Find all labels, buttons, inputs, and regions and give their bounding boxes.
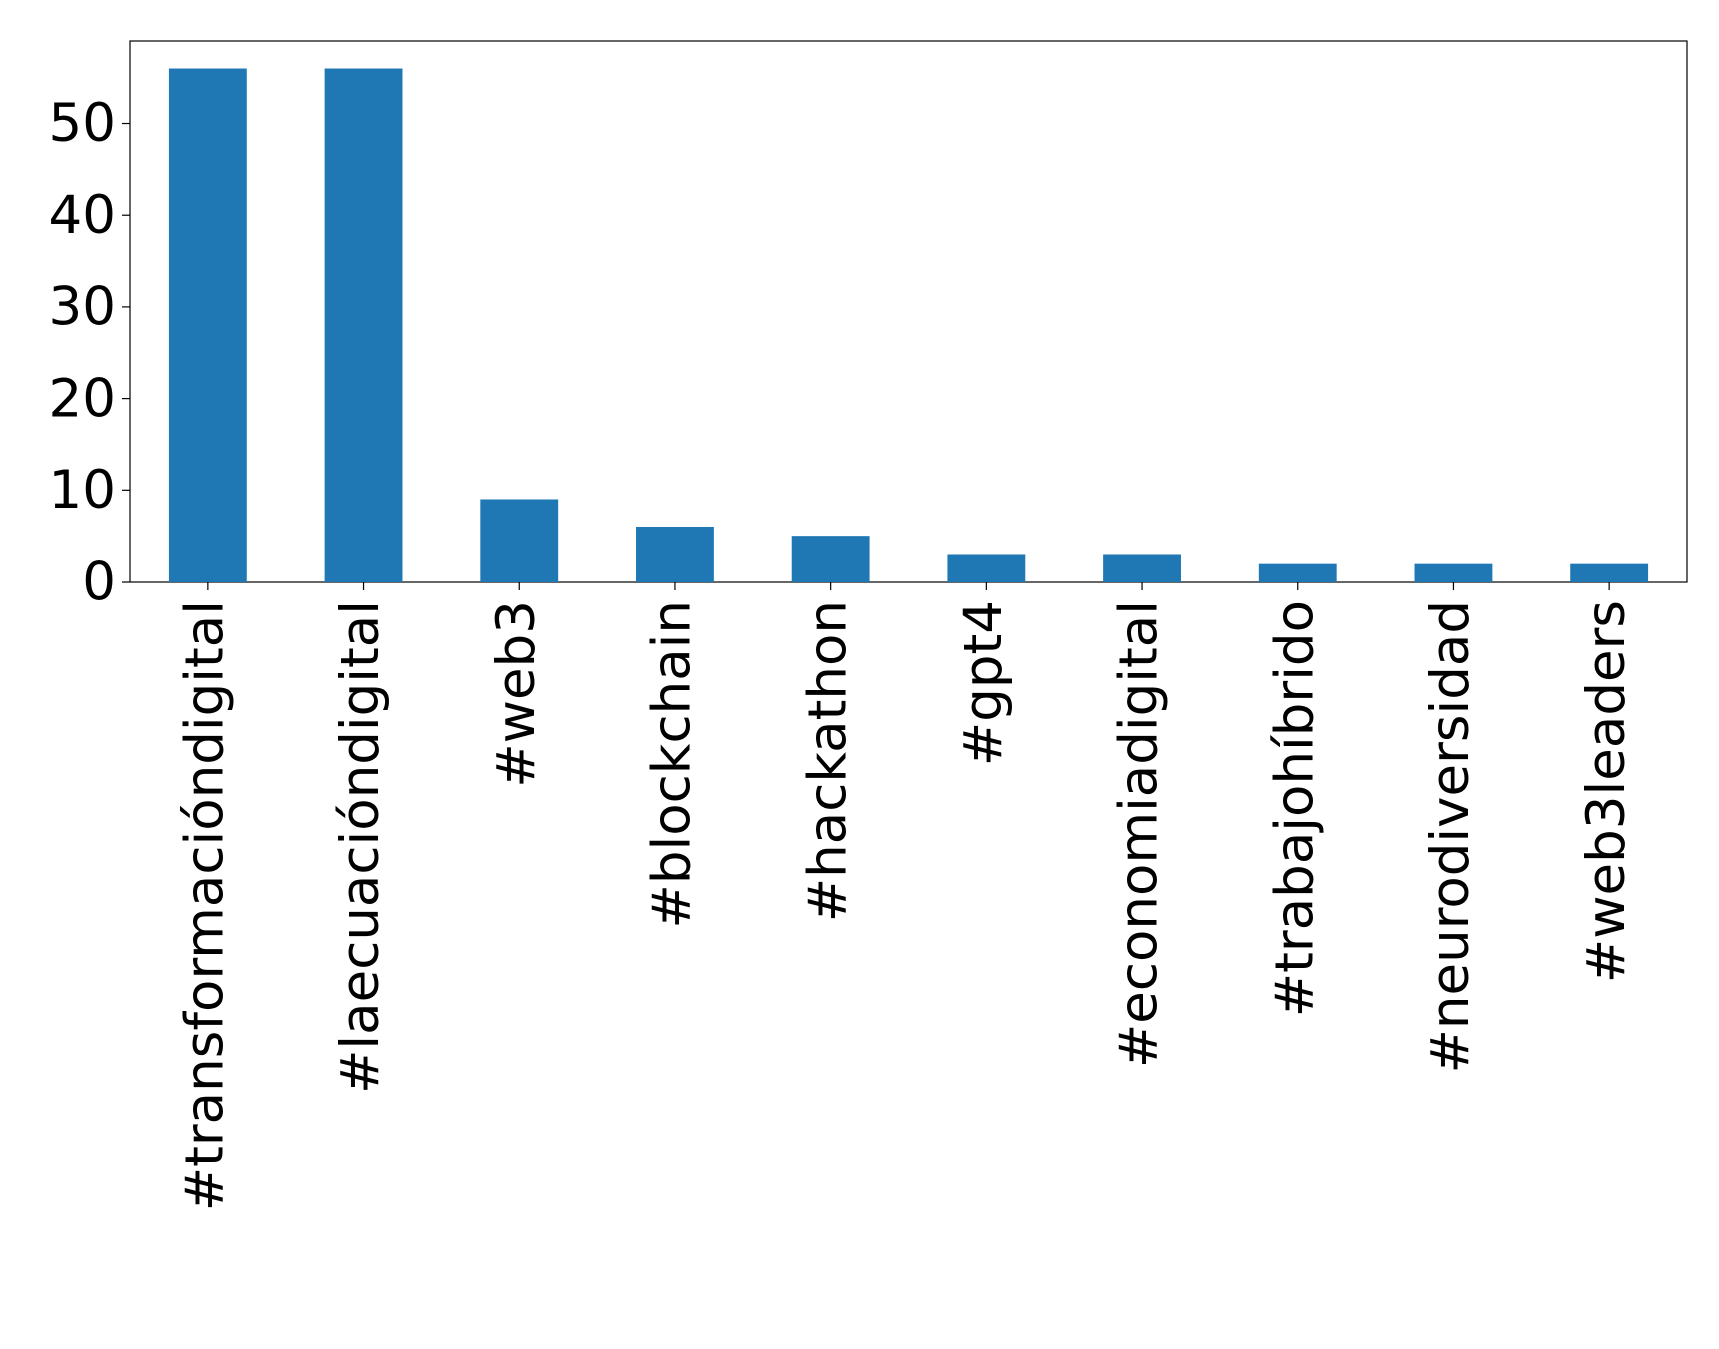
y-tick-label: 40 [49,185,116,246]
x-tick-label: #web3leaders [1576,600,1637,983]
y-tick-label: 20 [49,368,116,429]
bar [1570,563,1649,582]
x-tick-label: #neurodiversidad [1420,600,1481,1073]
y-tick-label: 10 [49,460,116,521]
bar [636,526,714,582]
bar [480,499,559,582]
y-tick-label: 50 [49,93,116,154]
x-tick-label: #blockchain [642,600,703,929]
y-tick-label: 30 [49,277,116,338]
x-tick-label: #gpt4 [953,600,1014,766]
x-tick-label: #transformacióndigital [174,600,235,1211]
x-tick-label: #web3 [486,600,547,788]
y-tick-label: 0 [82,552,116,613]
bar [168,68,247,582]
bar [947,554,1026,582]
bar [324,68,403,582]
x-tick-label: #economiadigital [1109,600,1170,1068]
x-tick-label: #trabajohíbrido [1264,600,1325,1017]
bar [791,536,870,582]
x-tick-label: #laecuacióndigital [330,600,391,1094]
plot-frame [129,40,1688,583]
x-tick-label: #hackathon [797,600,858,922]
bar [1414,563,1493,582]
bar [1103,554,1181,582]
bar [1258,563,1337,582]
